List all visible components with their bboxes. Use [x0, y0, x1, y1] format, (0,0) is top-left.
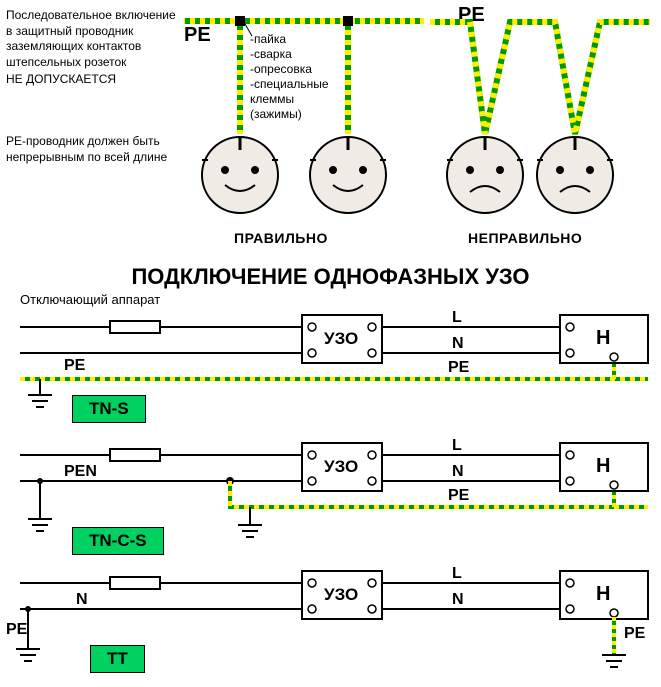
label-pen: PEN — [64, 463, 97, 481]
label-pe-right: PE — [624, 625, 645, 643]
uzo-label: УЗО — [320, 585, 362, 605]
uzo-label: УЗО — [320, 457, 362, 477]
socket-happy-1 — [202, 137, 278, 213]
scheme-tt: L N N PE PE УЗО Н TT — [0, 565, 661, 687]
subtitle: Отключающий аппарат — [20, 292, 661, 307]
label-pe-left: PE — [6, 621, 27, 639]
uzo-label: УЗО — [320, 329, 362, 349]
label-n: N — [452, 591, 464, 609]
label-l: L — [452, 565, 462, 583]
main-title: ПОДКЛЮЧЕНИЕ ОДНОФАЗНЫХ УЗО — [0, 264, 661, 290]
schemes-container: L N PE PE УЗО Н TN-S — [0, 309, 661, 687]
system-box-tns: TN-S — [72, 395, 146, 423]
socket-happy-2 — [310, 137, 386, 213]
label-n: N — [452, 335, 464, 353]
system-box-tt: TT — [90, 645, 145, 673]
label-pe-left: PE — [64, 357, 85, 375]
scheme-tncs: L N PE PEN УЗО Н TN-C-S — [0, 437, 661, 559]
label-n: N — [452, 463, 464, 481]
scheme-tns: L N PE PE УЗО Н TN-S — [0, 309, 661, 431]
load-label: Н — [596, 455, 610, 478]
socket-sad-2 — [537, 137, 613, 213]
load-label: Н — [596, 583, 610, 606]
pe-connection-diagram: Последовательное включение в защитный пр… — [0, 0, 661, 260]
top-svg — [0, 0, 661, 260]
label-n-left: N — [76, 591, 88, 609]
label-l: L — [452, 437, 462, 455]
socket-sad-1 — [447, 137, 523, 213]
label-l: L — [452, 309, 462, 327]
label-pe: PE — [448, 487, 469, 505]
system-box-tncs: TN-C-S — [72, 527, 164, 555]
label-pe: PE — [448, 359, 469, 377]
load-label: Н — [596, 327, 610, 350]
